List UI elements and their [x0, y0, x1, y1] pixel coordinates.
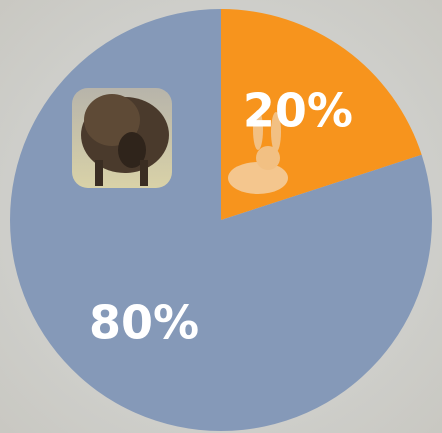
bison-icon: [72, 88, 172, 188]
value-label: 20%: [243, 84, 353, 138]
value-label: 80%: [89, 295, 199, 349]
value-labels: 20% 80%: [89, 84, 353, 350]
rabbit-icon: [228, 110, 288, 194]
pie: [10, 9, 432, 431]
